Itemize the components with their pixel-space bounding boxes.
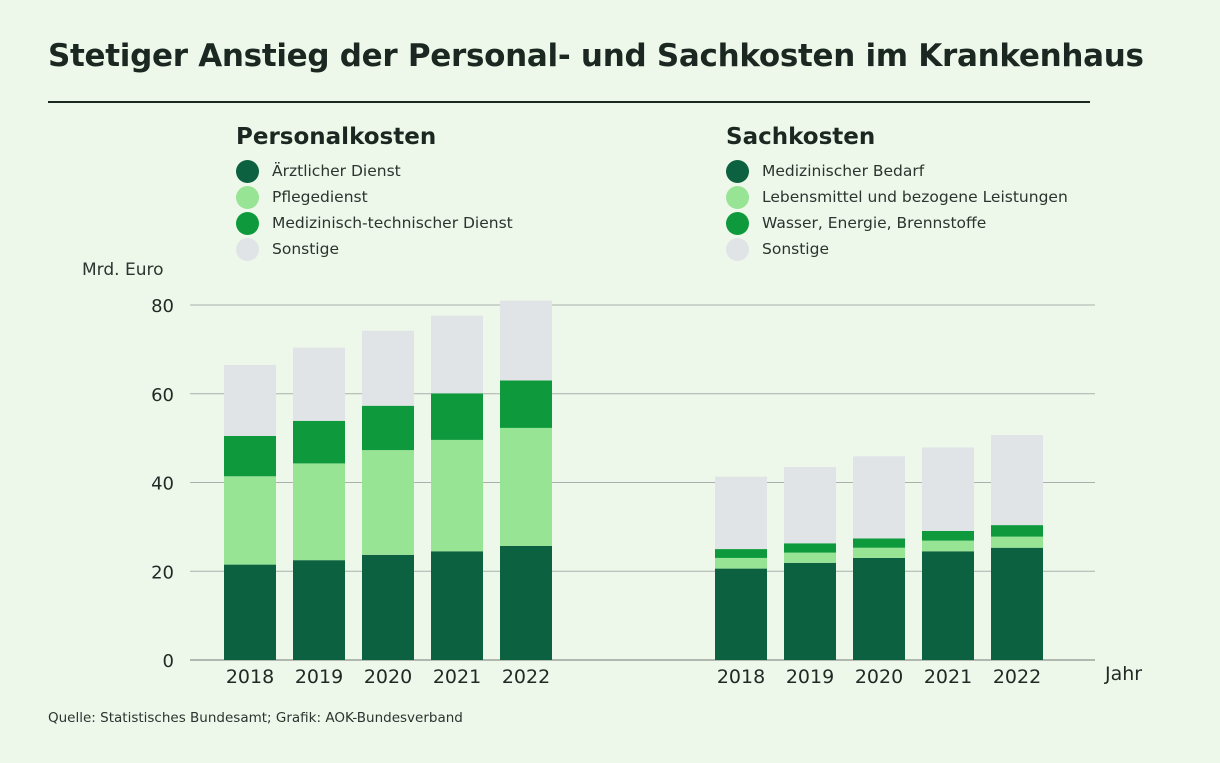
y-tick-label: 80 xyxy=(151,296,174,317)
bar-personal-2020-segment-1 xyxy=(362,554,414,660)
y-tick-label: 60 xyxy=(151,385,174,406)
legend-swatch-light-green xyxy=(236,185,259,209)
legend-swatch-dark-green xyxy=(236,159,259,183)
legend-item-sonstige-sach: Sonstige xyxy=(726,236,1068,262)
bar-sach-2019-segment-3 xyxy=(784,543,836,553)
bar-sach-2021-segment-4 xyxy=(922,447,974,531)
x-tick-label-personal-2021: 2021 xyxy=(433,666,481,688)
legend-swatch-dark-green xyxy=(726,159,749,183)
y-tick-label: 40 xyxy=(151,474,174,495)
bar-personal-2022-segment-1 xyxy=(500,545,552,660)
x-tick-label-sach-2019: 2019 xyxy=(786,666,834,688)
bar-personal-2019-segment-1 xyxy=(293,560,345,660)
bar-personal-2018-segment-1 xyxy=(224,564,276,660)
axis-labels: 0 20 40 60 80 2018 2019 2020 2021 2022 2018 2019 202… xyxy=(151,296,1142,688)
source-note: Quelle: Statistisches Bundesamt; Grafik:… xyxy=(48,710,463,726)
bar-personal-2019-segment-4 xyxy=(293,347,345,421)
legend-swatch-grey xyxy=(236,237,259,261)
bar-sach-2022-segment-2 xyxy=(991,536,1043,548)
bar-sach-2021-segment-2 xyxy=(922,540,974,552)
bar-sach-2020-segment-1 xyxy=(853,557,905,660)
bar-personal-2021-segment-2 xyxy=(431,439,483,552)
bar-sach-2020-segment-2 xyxy=(853,547,905,558)
legend-item-sonstige-personal: Sonstige xyxy=(236,236,513,262)
x-axis-title: Jahr xyxy=(1104,663,1142,685)
legend-label: Lebensmittel und bezogene Leistungen xyxy=(762,188,1068,206)
legend-sachkosten: Sachkosten Medizinischer Bedarf Lebensmi… xyxy=(726,124,1068,262)
legend-item-medizinischer-bedarf: Medizinischer Bedarf xyxy=(726,158,1068,184)
legend-swatch-mid-green xyxy=(236,211,259,235)
legend-swatch-grey xyxy=(726,237,749,261)
bar-personal-2021-segment-4 xyxy=(431,315,483,394)
bar-sach-2018-segment-1 xyxy=(715,568,767,660)
y-tick-label: 20 xyxy=(151,562,174,583)
bar-personal-2022-segment-3 xyxy=(500,380,552,428)
legend-label: Ärztlicher Dienst xyxy=(272,162,401,180)
bar-sach-2018-segment-2 xyxy=(715,557,767,569)
legend-title-sachkosten: Sachkosten xyxy=(726,124,876,150)
legend-personalkosten: Personalkosten Ärztlicher Dienst Pfleged… xyxy=(236,124,513,262)
title-divider xyxy=(48,101,1090,103)
x-tick-label-personal-2022: 2022 xyxy=(502,666,550,688)
legend-label: Wasser, Energie, Brennstoffe xyxy=(762,214,987,232)
x-tick-label-personal-2019: 2019 xyxy=(295,666,343,688)
legend-item-wasser-energie: Wasser, Energie, Brennstoffe xyxy=(726,210,1068,236)
bar-sach-2018-segment-4 xyxy=(715,476,767,550)
bar-sach-2018-segment-3 xyxy=(715,549,767,558)
bar-sach-2020-segment-3 xyxy=(853,538,905,548)
legend-swatch-mid-green xyxy=(726,211,749,235)
bar-groups xyxy=(224,300,1043,660)
bar-sach-2022-segment-1 xyxy=(991,547,1043,660)
x-tick-label-sach-2021: 2021 xyxy=(924,666,972,688)
bar-personal-2019-segment-2 xyxy=(293,463,345,561)
bar-personal-2020-segment-2 xyxy=(362,450,414,555)
legend-item-lebensmittel: Lebensmittel und bezogene Leistungen xyxy=(726,184,1068,210)
x-tick-label-sach-2022: 2022 xyxy=(993,666,1041,688)
bar-personal-2018-segment-3 xyxy=(224,435,276,477)
legend-title-personalkosten: Personalkosten xyxy=(236,124,437,150)
legend-label: Sonstige xyxy=(762,240,829,258)
y-tick-label: 0 xyxy=(163,651,174,672)
bar-personal-2018-segment-4 xyxy=(224,364,276,436)
legend-item-medizinisch-technischer-dienst: Medizinisch-technischer Dienst xyxy=(236,210,513,236)
legend-label: Sonstige xyxy=(272,240,339,258)
bar-personal-2021-segment-1 xyxy=(431,551,483,660)
bar-sach-2019-segment-4 xyxy=(784,466,836,544)
x-tick-label-sach-2020: 2020 xyxy=(855,666,903,688)
bar-personal-2019-segment-3 xyxy=(293,420,345,464)
bar-sach-2021-segment-1 xyxy=(922,551,974,660)
bar-sach-2022-segment-4 xyxy=(991,435,1043,526)
legend-swatch-light-green xyxy=(726,185,749,209)
legend-label: Pflegedienst xyxy=(272,188,368,206)
legend-item-aerztlicher-dienst: Ärztlicher Dienst xyxy=(236,158,513,184)
y-axis-unit-label: Mrd. Euro xyxy=(82,260,164,280)
bar-personal-2021-segment-3 xyxy=(431,393,483,440)
legend-label: Medizinischer Bedarf xyxy=(762,162,925,180)
bar-personal-2018-segment-2 xyxy=(224,476,276,565)
bar-personal-2022-segment-4 xyxy=(500,300,552,381)
bar-sach-2022-segment-3 xyxy=(991,525,1043,537)
x-tick-label-personal-2020: 2020 xyxy=(364,666,412,688)
x-tick-label-personal-2018: 2018 xyxy=(226,666,274,688)
legend-item-pflegedienst: Pflegedienst xyxy=(236,184,513,210)
legend-label: Medizinisch-technischer Dienst xyxy=(272,214,513,232)
bar-personal-2020-segment-4 xyxy=(362,330,414,406)
bar-sach-2019-segment-1 xyxy=(784,562,836,660)
x-tick-label-sach-2018: 2018 xyxy=(717,666,765,688)
bar-personal-2022-segment-2 xyxy=(500,427,552,546)
bar-sach-2019-segment-2 xyxy=(784,552,836,563)
bar-sach-2021-segment-3 xyxy=(922,530,974,541)
chart-title: Stetiger Anstieg der Personal- und Sachk… xyxy=(48,38,1144,74)
bar-sach-2020-segment-4 xyxy=(853,456,905,539)
bar-personal-2020-segment-3 xyxy=(362,405,414,451)
